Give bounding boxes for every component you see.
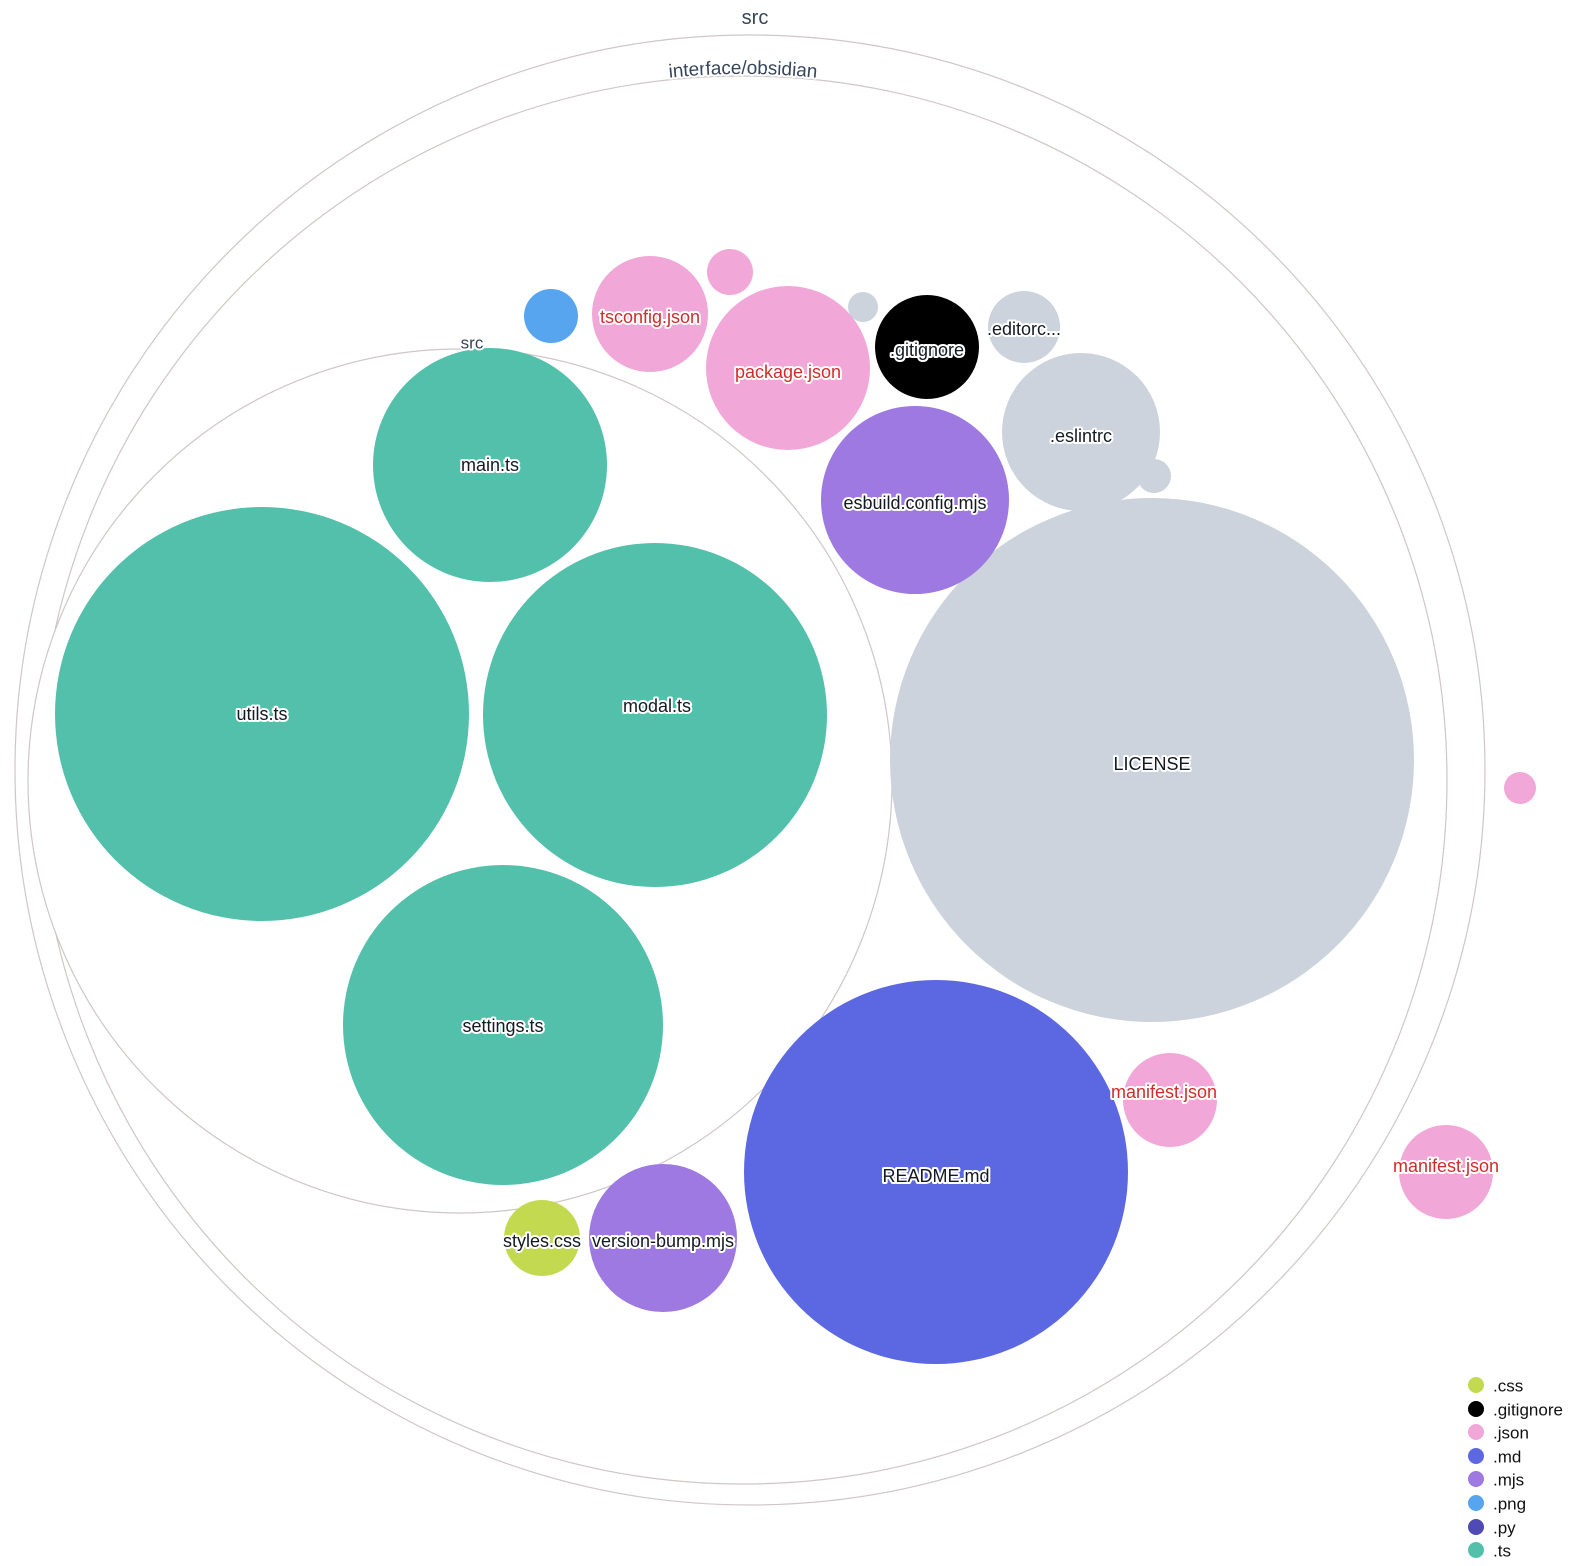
legend-label-css: .css [1493,1377,1523,1396]
file-circle-small-other-2[interactable] [848,292,878,322]
file-label-version-bump-mjs: version-bump.mjs [592,1231,734,1251]
file-circle-modal-ts[interactable] [483,543,827,887]
file-circle-package-json[interactable] [706,286,870,450]
file-label-license: LICENSE [1113,754,1190,774]
legend-dot-mjs [1468,1471,1484,1487]
folder-label-interface-obsidian: interface/obsidian [668,57,819,82]
file-label-styles-css: styles.css [503,1231,581,1251]
file-circle-version-bump-mjs[interactable] [589,1164,737,1312]
file-label-readme-md: README.md [882,1166,989,1186]
file-circle-small-json-right[interactable] [1504,772,1536,804]
file-circle-styles-css[interactable] [504,1200,580,1276]
legend-dot-json [1468,1424,1484,1440]
legend-label-ts: .ts [1493,1542,1511,1561]
legend-label-json: .json [1493,1424,1529,1443]
file-circle-license[interactable] [890,498,1414,1022]
file-circle-main-ts[interactable] [373,348,607,582]
legend: .css .gitignore .json .md .mjs .png .py … [1468,1377,1563,1561]
file-circle-small-other-1[interactable] [1137,459,1171,493]
folder-label-inner-src: src [461,334,484,353]
file-circle-editorconfig[interactable] [988,291,1060,363]
file-circle-small-json[interactable] [707,249,753,295]
file-circle-manifest-json-outer[interactable] [1399,1125,1493,1219]
legend-label-py: .py [1493,1519,1516,1538]
legend-dot-ts [1468,1542,1484,1558]
file-label-esbuild-config-mjs: esbuild.config.mjs [843,493,986,513]
legend-dot-gitignore [1468,1401,1484,1417]
file-label-settings-ts: settings.ts [462,1016,543,1036]
file-label-eslintrc: .eslintrc [1050,426,1112,446]
legend-label-mjs: .mjs [1493,1471,1524,1490]
file-circle-utils-ts[interactable] [55,507,469,921]
folder-label-outer-src: src [742,7,769,29]
file-circle-settings-ts[interactable] [343,865,663,1185]
legend-dot-py [1468,1519,1484,1535]
file-label-manifest-json-outer: manifest.json [1393,1156,1499,1176]
file-label-gitignore: .gitignore [890,340,964,360]
file-label-modal-ts: modal.ts [623,696,691,716]
legend-label-png: .png [1493,1495,1526,1514]
legend-dot-md [1468,1448,1484,1464]
file-label-tsconfig-json: tsconfig.json [600,307,700,327]
file-circle-manifest-json-inner[interactable] [1123,1053,1217,1147]
file-circle-tsconfig-json[interactable] [592,256,708,372]
file-circle-eslintrc[interactable] [1002,353,1160,511]
file-circle-png[interactable] [524,289,578,343]
legend-dot-css [1468,1377,1484,1393]
legend-label-md: .md [1493,1448,1521,1467]
file-label-editorconfig: .editorc... [987,319,1061,339]
file-label-package-json: package.json [735,362,841,382]
file-label-main-ts: main.ts [461,455,519,475]
file-circle-gitignore[interactable] [875,295,979,399]
legend-label-gitignore: .gitignore [1493,1401,1563,1420]
file-label-utils-ts: utils.ts [236,704,287,724]
file-circle-esbuild-config-mjs[interactable] [821,406,1009,594]
legend-dot-png [1468,1495,1484,1511]
file-label-manifest-json-inner: manifest.json [1111,1082,1217,1102]
file-circle-readme-md[interactable] [744,980,1128,1364]
